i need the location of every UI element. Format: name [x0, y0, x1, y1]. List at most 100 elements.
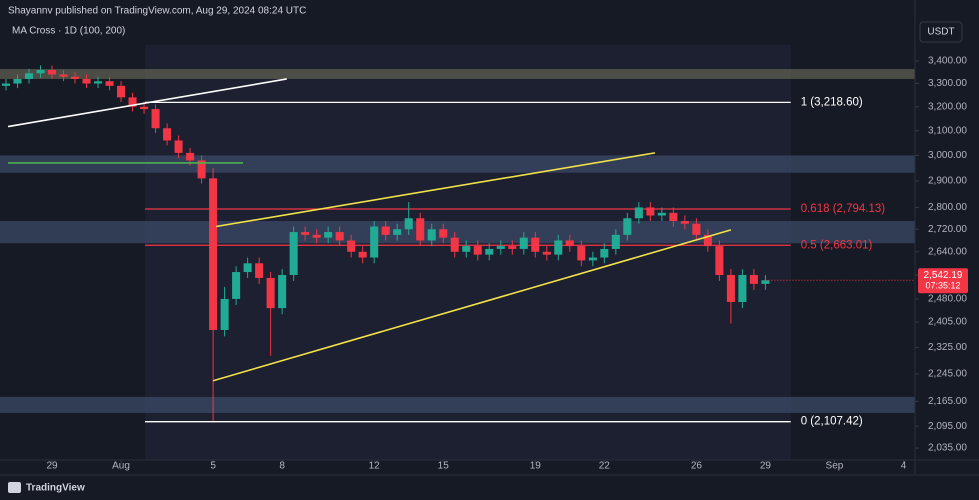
candle-body: [473, 246, 482, 255]
candle-body: [715, 246, 724, 275]
candle-body: [657, 212, 666, 216]
fib-label: 0.5 (2,663.01): [801, 239, 873, 251]
y-tick-label: 3,300.00: [928, 78, 967, 89]
candle-body: [117, 85, 126, 98]
currency[interactable]: USDT: [927, 27, 954, 38]
candle-body: [726, 274, 735, 302]
candle-body: [278, 274, 287, 309]
y-tick-label: 2,640.00: [928, 246, 967, 257]
candle-body: [105, 81, 114, 86]
candle-body: [611, 234, 620, 249]
candle-body: [232, 272, 241, 299]
candle-body: [703, 234, 712, 247]
candle-body: [220, 298, 229, 330]
candle-body: [634, 207, 643, 219]
y-tick-label: 2,095.00: [928, 421, 967, 432]
candle-body: [335, 232, 344, 241]
fib-label: 1 (3,218.60): [801, 96, 863, 108]
plot-area: 1 (3,218.60) 0.618 (2,794.13) 0.5 (2,663.0…: [0, 65, 915, 428]
candle-body: [393, 229, 402, 235]
y-tick-label: 3,000.00: [928, 150, 967, 161]
fib-background: [145, 45, 791, 460]
candle-body: [347, 240, 356, 252]
fib-label: 0.618 (2,794.13): [801, 203, 886, 215]
y-tick-label: 2,245.00: [928, 369, 967, 380]
candle-body: [82, 78, 91, 84]
candle-body: [289, 232, 298, 275]
candle-body: [324, 232, 333, 238]
candle-body: [427, 229, 436, 241]
candle-body: [749, 274, 758, 284]
x-tick-label: Aug: [112, 461, 130, 472]
candle-body: [209, 178, 218, 330]
y-tick-label: 3,100.00: [928, 125, 967, 136]
x-tick-label: 19: [530, 461, 542, 472]
x-tick-label: 26: [691, 461, 703, 472]
candle-body: [738, 274, 747, 302]
x-tick-label: 29: [760, 461, 772, 472]
candle-body: [588, 257, 597, 261]
x-tick-label: 12: [369, 461, 381, 472]
candle-body: [416, 218, 425, 241]
candle-body: [600, 248, 609, 258]
candle-body: [542, 251, 551, 255]
x-tick-label: 5: [210, 461, 216, 472]
brand: TradingView: [26, 483, 85, 494]
candle-body: [381, 226, 390, 235]
candle-body: [623, 218, 632, 235]
trend-line: [215, 152, 656, 228]
zone: [0, 69, 915, 79]
y-tick-label: 2,800.00: [928, 202, 967, 213]
x-tick-label: 22: [599, 461, 611, 472]
fib-label: 0 (2,107.42): [801, 416, 863, 428]
trend-line: [7, 78, 287, 128]
zone: [0, 396, 915, 413]
axes: 3,400.00 3,300.00 3,200.00 3,100.00 3,000.00…: [46, 56, 968, 472]
candle-body: [450, 237, 459, 252]
candle-body: [163, 128, 172, 141]
x-tick-label: 15: [438, 461, 450, 472]
x-tick-label: 8: [279, 461, 285, 472]
y-tick-label: 2,480.00: [928, 294, 967, 305]
y-tick-label: 3,400.00: [928, 56, 967, 67]
candle-body: [140, 106, 149, 110]
last-price-label: 2,542.19: [924, 270, 963, 281]
candle-body: [243, 263, 252, 273]
candle-body: [646, 207, 655, 216]
candle-body: [669, 212, 678, 222]
candle-body: [370, 226, 379, 258]
indicator: MA Cross · 1D (100, 200): [12, 26, 125, 37]
candle-body: [680, 221, 689, 224]
candle-body: [24, 73, 34, 79]
brand-logo: [8, 482, 21, 493]
candle-body: [1, 83, 11, 86]
y-tick-label: 2,165.00: [928, 396, 967, 407]
candle-body: [358, 251, 367, 258]
zone: [0, 155, 915, 173]
candle-body: [496, 246, 505, 249]
candle-body: [186, 152, 195, 161]
candle-body: [128, 97, 137, 107]
candle-body: [197, 160, 206, 179]
candle-body: [59, 74, 68, 77]
candle-body: [565, 240, 574, 247]
candle-body: [485, 248, 494, 255]
candle-body: [462, 246, 471, 252]
y-tick-label: 2,035.00: [928, 443, 967, 454]
x-tick-label: 29: [46, 461, 58, 472]
candle-body: [404, 218, 413, 230]
candle-body: [13, 78, 22, 84]
candle-body: [519, 237, 528, 249]
candle-body: [47, 69, 57, 75]
candle-body: [692, 223, 701, 235]
candle-body: [577, 246, 586, 261]
candle-body: [439, 229, 448, 238]
candle-body: [508, 246, 517, 249]
candle-body: [301, 232, 310, 235]
publisher: Shayannv published on TradingView.com, A…: [8, 6, 306, 17]
x-tick-label: Sep: [826, 461, 844, 472]
candle-body: [70, 76, 80, 79]
zone: [0, 221, 915, 244]
currency-button[interactable]: [919, 21, 963, 43]
